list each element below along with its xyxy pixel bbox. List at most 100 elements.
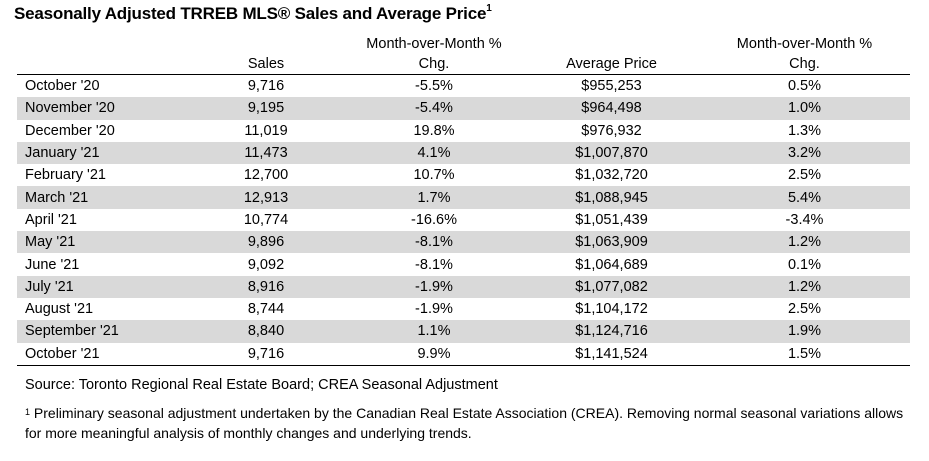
- header-month: [17, 54, 188, 75]
- avg-price-cell: $1,063,909: [524, 231, 699, 254]
- price-chg-cell: 1.0%: [699, 97, 910, 120]
- month-cell: August '21: [25, 301, 94, 318]
- table-row: August '21 8,744 -1.9% $1,104,172 2.5%: [17, 298, 910, 320]
- price-chg-cell: 2.5%: [787, 301, 822, 318]
- month-cell: October '21: [17, 342, 188, 366]
- footnote-marker: 1: [25, 407, 31, 417]
- table-title: Seasonally Adjusted TRREB MLS® Sales and…: [14, 3, 492, 24]
- table-row: October '21 9,716 9.9% $1,141,524 1.5%: [17, 342, 910, 366]
- price-chg-cell: 1.2%: [699, 231, 910, 254]
- header-price-chg-line2: Chg.: [699, 54, 910, 75]
- month-cell: July '21: [17, 275, 188, 298]
- table-row: November '20 9,195 -5.4% $964,498 1.0%: [17, 97, 910, 120]
- price-chg-cell: 3.2%: [699, 141, 910, 165]
- sales-cell: 9,092: [247, 256, 285, 273]
- avg-price-cell: $1,124,716: [524, 320, 699, 343]
- month-cell: November '20: [17, 97, 188, 120]
- price-chg-cell: 0.5%: [787, 78, 822, 95]
- avg-price-cell: $976,932: [581, 122, 642, 139]
- header-price-top: [524, 34, 699, 54]
- table-row: September '21 8,840 1.1% $1,124,716 1.9%: [17, 320, 910, 343]
- sales-cell: 10,774: [243, 211, 289, 228]
- sales-chg-cell: 19.8%: [413, 122, 455, 139]
- header-sales: Sales: [188, 54, 344, 75]
- sales-chg-cell: 10.7%: [413, 167, 455, 184]
- sales-chg-cell: -1.9%: [415, 301, 453, 318]
- header-avg-price: Average Price: [524, 54, 699, 75]
- sales-chg-cell: 1.1%: [344, 320, 524, 343]
- table-row: February '21 12,700 10.7% $1,032,720 2.5%: [17, 164, 910, 186]
- title-footnote-marker: 1: [486, 3, 492, 14]
- price-chg-cell: 0.1%: [787, 256, 822, 273]
- avg-price-cell: $1,077,082: [524, 275, 699, 298]
- month-cell: January '21: [17, 141, 188, 165]
- sales-cell: 9,716: [188, 342, 344, 366]
- avg-price-cell: $1,141,524: [524, 342, 699, 366]
- avg-price-cell: $1,051,439: [575, 211, 648, 228]
- table-row: December '20 11,019 19.8% $976,932 1.3%: [17, 120, 910, 142]
- price-chg-cell: 5.4%: [699, 186, 910, 209]
- table-row: May '21 9,896 -8.1% $1,063,909 1.2%: [17, 231, 910, 254]
- table-row: March '21 12,913 1.7% $1,088,945 5.4%: [17, 186, 910, 209]
- table-row: June '21 9,092 -8.1% $1,064,689 0.1%: [17, 253, 910, 275]
- avg-price-cell: $1,032,720: [575, 167, 648, 184]
- month-cell: May '21: [17, 231, 188, 254]
- price-chg-cell: 1.5%: [699, 342, 910, 366]
- price-chg-cell: 1.2%: [699, 275, 910, 298]
- price-chg-cell: 2.5%: [787, 167, 822, 184]
- sales-cell: 12,700: [243, 167, 289, 184]
- table-row: July '21 8,916 -1.9% $1,077,082 1.2%: [17, 275, 910, 298]
- month-cell: September '21: [17, 320, 188, 343]
- sales-cell: 8,744: [247, 301, 285, 318]
- sales-chg-cell: 4.1%: [344, 141, 524, 165]
- sales-chg-cell: -1.9%: [344, 275, 524, 298]
- sales-cell: 11,473: [188, 141, 344, 165]
- month-cell: April '21: [25, 211, 77, 228]
- sales-chg-cell: -5.4%: [344, 97, 524, 120]
- sales-cell: 9,195: [188, 97, 344, 120]
- footnote: 1 Preliminary seasonal adjustment undert…: [25, 403, 905, 443]
- avg-price-cell: $1,007,870: [524, 141, 699, 165]
- avg-price-cell: $955,253: [581, 78, 642, 95]
- table-row: October '20 9,716 -5.5% $955,253 0.5%: [17, 75, 910, 98]
- table-title-text: Seasonally Adjusted TRREB MLS® Sales and…: [14, 4, 487, 23]
- price-chg-cell: 1.9%: [699, 320, 910, 343]
- sales-cell: 12,913: [188, 186, 344, 209]
- sales-cell: 9,716: [247, 78, 285, 95]
- sales-chg-cell: 9.9%: [344, 342, 524, 366]
- footnote-text: Preliminary seasonal adjustment undertak…: [25, 405, 904, 441]
- header-row-top: Month-over-Month % Month-over-Month %: [17, 34, 910, 54]
- sales-price-table: Month-over-Month % Month-over-Month % Sa…: [17, 34, 910, 366]
- sales-cell: 9,896: [188, 231, 344, 254]
- sales-chg-cell: -8.1%: [344, 231, 524, 254]
- month-cell: June '21: [25, 256, 80, 273]
- header-sales-chg-line1: Month-over-Month %: [366, 36, 502, 52]
- month-cell: December '20: [25, 122, 115, 139]
- sales-cell: 8,840: [188, 320, 344, 343]
- month-cell: March '21: [17, 186, 188, 209]
- avg-price-cell: $1,064,689: [575, 256, 648, 273]
- sales-chg-cell: -16.6%: [411, 211, 457, 228]
- avg-price-cell: $1,104,172: [575, 301, 648, 318]
- header-sales-chg-line2: Chg.: [344, 54, 524, 75]
- sales-chg-cell: -8.1%: [415, 256, 453, 273]
- avg-price-cell: $1,088,945: [524, 186, 699, 209]
- header-month-top: [17, 34, 188, 54]
- table-row: April '21 10,774 -16.6% $1,051,439 -3.4%: [17, 209, 910, 231]
- header-price-chg-line1: Month-over-Month %: [736, 36, 873, 52]
- table-row: January '21 11,473 4.1% $1,007,870 3.2%: [17, 141, 910, 165]
- sales-chg-cell: 1.7%: [344, 186, 524, 209]
- month-cell: October '20: [25, 78, 100, 95]
- sales-chg-cell: -5.5%: [415, 78, 453, 95]
- avg-price-cell: $964,498: [524, 97, 699, 120]
- header-sales-top: [188, 34, 344, 54]
- source-note: Source: Toronto Regional Real Estate Boa…: [25, 377, 498, 393]
- table-header: Month-over-Month % Month-over-Month % Sa…: [17, 34, 910, 75]
- sales-cell: 8,916: [188, 275, 344, 298]
- table-body: October '20 9,716 -5.5% $955,253 0.5% Novembe…: [17, 75, 910, 366]
- header-row-bottom: Sales Chg. Average Price Chg.: [17, 54, 910, 75]
- sales-cell: 11,019: [244, 122, 288, 139]
- price-chg-cell: -3.4%: [785, 211, 824, 228]
- month-cell: February '21: [25, 167, 106, 184]
- price-chg-cell: 1.3%: [787, 122, 822, 139]
